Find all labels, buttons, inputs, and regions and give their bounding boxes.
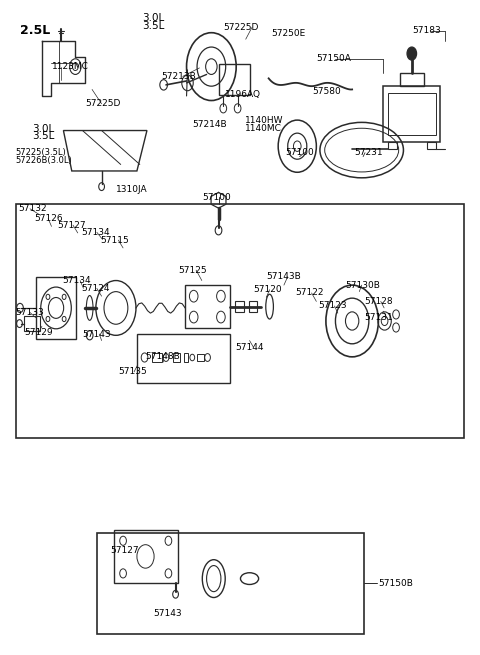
Bar [383, 86, 441, 141]
Text: 1123MC: 1123MC [51, 62, 88, 71]
Bar [137, 334, 230, 383]
Text: 57231: 57231 [355, 148, 383, 157]
Text: 57183: 57183 [413, 26, 442, 35]
Text: 57100: 57100 [285, 148, 314, 157]
Text: 57225(3.5L): 57225(3.5L) [16, 148, 66, 157]
Text: 3.0L: 3.0L [142, 12, 165, 23]
Text: 3.0L: 3.0L [33, 124, 55, 134]
Text: 57120: 57120 [253, 285, 282, 294]
Text: 57134: 57134 [82, 228, 110, 236]
Bar [16, 204, 464, 438]
Text: 57128: 57128 [364, 297, 393, 306]
Text: 57127: 57127 [110, 546, 139, 555]
Bar [388, 141, 396, 149]
Text: 57129: 57129 [24, 328, 53, 337]
Bar [400, 73, 424, 86]
Bar [24, 316, 39, 331]
Text: 1310JA: 1310JA [116, 185, 147, 194]
Text: 57213B: 57213B [161, 72, 196, 81]
Text: 1140HW: 1140HW [245, 116, 283, 125]
Text: 57122: 57122 [295, 288, 324, 297]
Text: 3.5L: 3.5L [33, 132, 55, 141]
Text: 1140MC: 1140MC [245, 124, 282, 133]
Text: 57100: 57100 [202, 193, 230, 202]
Bar [36, 277, 76, 339]
Text: 57150A: 57150A [316, 54, 351, 64]
Bar [185, 285, 230, 328]
Text: 57123: 57123 [319, 301, 348, 310]
Bar [388, 93, 436, 135]
Text: 57131: 57131 [364, 313, 393, 322]
Text: 57124: 57124 [82, 284, 110, 293]
Circle shape [407, 47, 417, 60]
Bar [197, 354, 204, 362]
Text: 57135: 57135 [118, 367, 147, 377]
Text: 57226B(3.0L): 57226B(3.0L) [16, 156, 72, 165]
Text: 57130B: 57130B [345, 280, 380, 290]
Bar [218, 64, 250, 96]
Text: 57134: 57134 [62, 276, 91, 285]
Bar [173, 353, 180, 362]
Text: 57214B: 57214B [192, 119, 227, 128]
Text: 57225D: 57225D [223, 23, 259, 32]
Text: 57115: 57115 [101, 236, 130, 244]
Text: 57225D: 57225D [85, 100, 120, 108]
Bar [152, 353, 162, 362]
Text: 57126: 57126 [34, 214, 62, 223]
Text: 57143: 57143 [83, 329, 111, 339]
Bar [235, 301, 244, 312]
Text: 57143: 57143 [153, 608, 182, 618]
Text: 57580: 57580 [312, 87, 341, 96]
Text: 3.5L: 3.5L [142, 20, 165, 31]
Text: 57150B: 57150B [378, 578, 413, 588]
Text: 57132: 57132 [18, 204, 47, 214]
Text: 2.5L: 2.5L [21, 24, 51, 37]
Text: 57125: 57125 [178, 266, 206, 274]
Text: 57250E: 57250E [271, 29, 305, 39]
Bar [427, 141, 436, 149]
Text: 57148B: 57148B [145, 352, 180, 362]
Text: 1196AQ: 1196AQ [225, 90, 261, 98]
Bar [114, 530, 178, 583]
Text: 57133: 57133 [16, 308, 45, 317]
Text: 57143B: 57143B [266, 272, 301, 281]
Bar [97, 533, 364, 634]
Bar [184, 353, 189, 362]
Text: 57127: 57127 [58, 221, 86, 230]
Text: 57144: 57144 [235, 343, 264, 352]
Bar [249, 301, 257, 312]
